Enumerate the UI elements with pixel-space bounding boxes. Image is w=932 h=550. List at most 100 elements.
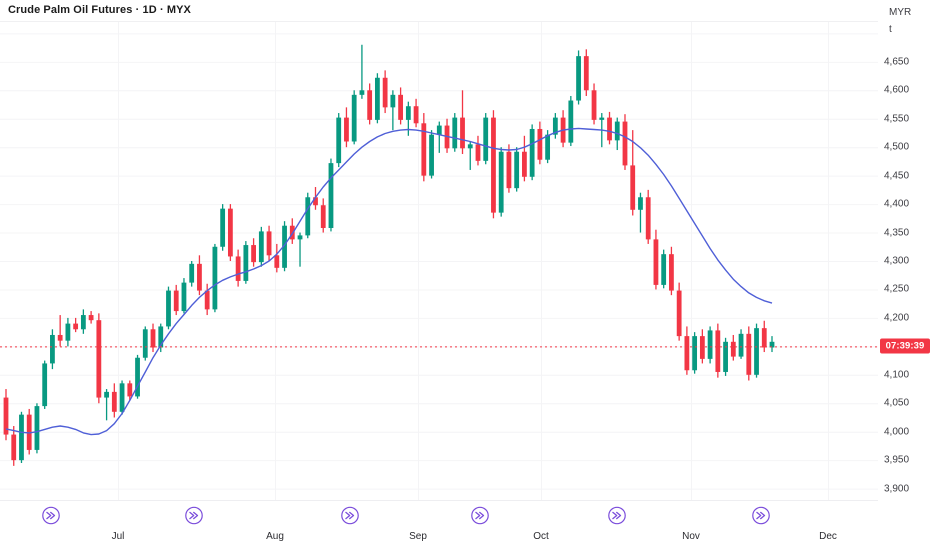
candle-body [738,333,744,357]
candle-body [104,391,109,398]
time-axis-label-dec: Dec [819,531,837,542]
candle-body [599,117,605,120]
candle-body [498,151,504,213]
candle-body [297,235,303,240]
chart-plot-area[interactable] [0,22,878,500]
candle-body [761,328,767,348]
fast-forward-circle-icon[interactable] [471,506,490,525]
candle-body [73,323,79,330]
candle-body [684,336,690,371]
candle-body [173,290,179,312]
candle-body [88,315,94,321]
time-axis-label-oct: Oct [533,531,549,542]
price-axis-tick: 4,100 [884,369,910,381]
candle-body [150,329,156,348]
time-axis-label-nov: Nov [682,531,700,542]
time-axis-label-sep: Sep [409,531,427,542]
candle-body [119,383,125,412]
candle-body [50,334,55,364]
time-axis-divider [0,500,878,501]
candle-body [661,254,667,285]
candle-body [313,197,318,206]
price-axis-tick: 4,050 [884,397,910,409]
candle-body [645,197,651,240]
fast-forward-circle-icon[interactable] [341,506,360,525]
price-axis-tick: 4,350 [884,227,910,239]
candle-body [243,245,249,281]
candle-body [80,315,86,330]
candle-body [274,255,280,268]
candle-body [3,397,9,435]
candle-body [413,106,419,124]
candle-body [127,383,133,397]
candle-body [421,123,427,176]
price-axis-tick: 3,950 [884,454,910,466]
candle-body [483,117,489,161]
candle-body [730,341,736,357]
fast-forward-circle-icon[interactable] [42,506,61,525]
fast-forward-circle-icon[interactable] [185,506,204,525]
candle-body [754,328,759,375]
candle-body [96,320,102,398]
candle-body [34,406,40,450]
current-price-badge[interactable]: 07:39:39 [880,338,930,354]
candle-body [715,330,721,372]
candle-body [336,117,342,164]
candle-body [607,117,612,141]
candle-body [42,363,48,407]
price-axis-tick: 4,000 [884,426,910,438]
candle-body [367,90,373,120]
candle-body [746,333,752,375]
candle-body [158,326,164,348]
candle-body [576,56,581,101]
candle-body [344,117,349,142]
price-axis[interactable]: MYR t 4,650 4,600 4,550 4,500 4,450 4,400 4,35… [878,0,932,500]
price-axis-tick: 4,200 [884,312,910,324]
candle-body [258,231,264,263]
currency-label: MYR [889,7,912,18]
candle-body [514,151,520,189]
candle-body [204,290,210,310]
price-axis-tick: 4,250 [884,283,910,295]
candle-body [552,117,558,135]
candle-body [529,128,535,177]
fast-forward-circle-icon[interactable] [608,506,627,525]
candle-body [723,341,728,372]
price-axis-tick: 4,650 [884,56,910,68]
time-axis-label-aug: Aug [266,531,284,542]
price-axis-tick: 4,550 [884,113,910,125]
candle-body [630,165,636,210]
candle-body [390,94,396,108]
candle-body [65,323,71,341]
price-axis-tick: 4,400 [884,198,910,210]
price-axis-tick: 4,450 [884,170,910,182]
candle-body [591,90,597,120]
candle-body [583,56,589,91]
candle-body [429,134,434,176]
candle-body [614,121,620,141]
candle-series [3,44,775,466]
candle-body [351,94,357,142]
price-axis-tick: 4,300 [884,255,910,267]
candle-body [305,197,311,236]
candle-body [398,94,404,120]
time-axis[interactable]: Jul Aug Sep Oct Nov Dec [0,500,932,550]
candle-body [220,208,226,247]
candle-body [769,341,775,348]
candle-body [19,414,24,461]
candle-body [707,330,713,359]
candle-body [506,151,512,189]
chart-header: Crude Palm Oil Futures · 1D · MYX [0,0,932,22]
candle-body [359,90,365,95]
candle-body [266,231,272,256]
price-axis-tick: 4,600 [884,84,910,96]
moving-average-line [5,127,773,436]
candle-body [537,128,543,160]
fast-forward-circle-icon[interactable] [752,506,771,525]
candle-body [475,144,481,161]
candle-body [460,117,465,149]
candle-body [189,263,195,283]
candle-body [405,106,411,120]
candle-body [328,163,334,228]
candle-body [235,256,241,281]
